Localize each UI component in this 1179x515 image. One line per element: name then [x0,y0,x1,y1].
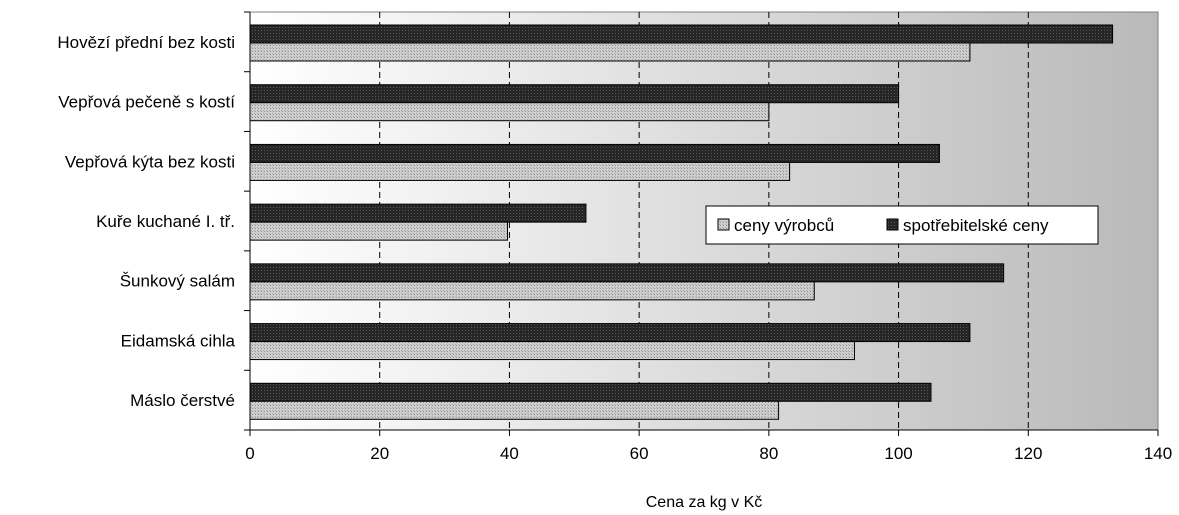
bar-consumer-2 [249,143,940,163]
bar-producer-4 [249,281,815,301]
x-tick-label-5: 100 [884,444,912,463]
bars [249,24,1114,420]
bar-producer-1 [249,102,770,122]
category-label-2: Vepřová kýta bez kosti [65,152,235,171]
x-tick-label-6: 120 [1014,444,1042,463]
bar-consumer-0 [249,24,1114,44]
bar-producer-5 [249,341,855,361]
bar-producer-3 [249,221,508,241]
category-labels: Hovězí přední bez kosti Vepřová pečeně s … [57,11,250,431]
bar-consumer-4 [249,263,1005,283]
legend: ceny výrobců spotřebitelské ceny [705,205,1099,245]
bar-consumer-6 [249,382,932,402]
bar-producer-2 [249,161,791,181]
bar-producer-0 [249,42,971,62]
category-label-6: Máslo čerstvé [130,391,235,410]
x-tick-label-0: 0 [245,444,254,463]
category-label-5: Eidamská cihla [121,331,236,350]
category-label-1: Vepřová pečeně s kostí [58,93,235,112]
category-label-0: Hovězí přední bez kosti [57,33,235,52]
bar-consumer-5 [249,323,971,343]
legend-label-producer: ceny výrobců [734,216,834,235]
category-label-4: Šunkový salám [120,272,235,291]
x-tick-label-2: 40 [500,444,519,463]
legend-swatch-consumer [886,218,899,231]
x-tick-label-7: 140 [1144,444,1172,463]
legend-box [705,205,1099,245]
legend-label-consumer: spotřebitelské ceny [903,216,1049,235]
bar-consumer-3 [249,203,587,223]
x-ticks: 0 20 40 60 80 100 120 140 [245,430,1172,463]
bar-consumer-1 [249,84,900,104]
x-tick-label-4: 80 [759,444,778,463]
legend-swatch-producer [717,218,730,231]
x-tick-label-1: 20 [370,444,389,463]
x-axis-title: Cena za kg v Kč [646,494,763,511]
category-label-3: Kuře kuchané I. tř. [96,212,235,231]
x-tick-label-3: 60 [630,444,649,463]
bar-producer-6 [249,400,780,420]
